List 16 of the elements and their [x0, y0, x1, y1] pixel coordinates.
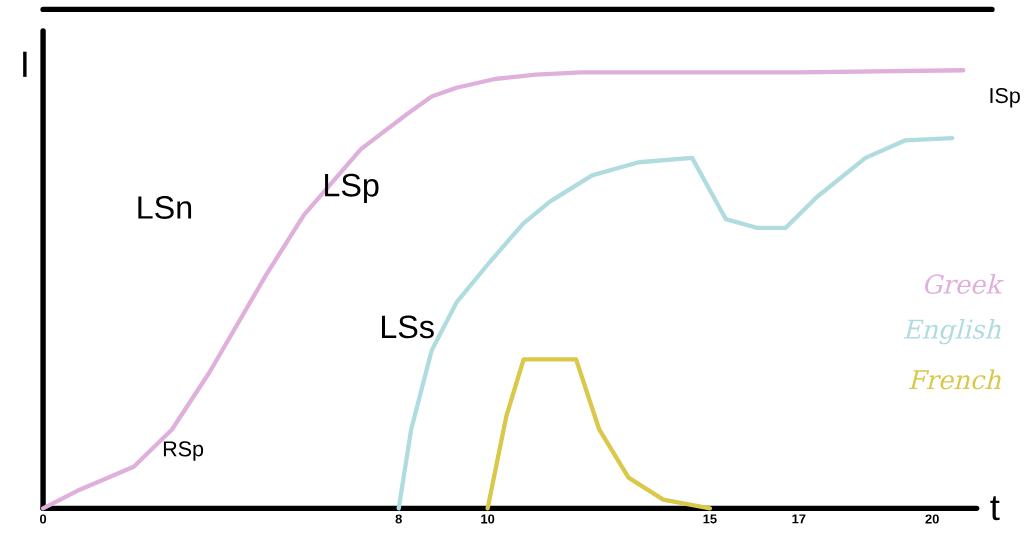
x-tick-label: 17	[792, 514, 806, 524]
y-axis-title: I	[23, 51, 27, 77]
text: French	[909, 369, 1001, 390]
text: Greek	[925, 273, 1004, 294]
annotation: LSs	[382, 315, 434, 339]
x-tick-label: 20	[925, 514, 939, 524]
text: English	[903, 318, 1001, 345]
annotation: LSn	[138, 195, 192, 219]
annotation: LSp	[325, 173, 379, 203]
x-tick-label: 10	[481, 514, 495, 524]
text: ISp	[990, 87, 1020, 108]
x-axis-title: t	[990, 496, 1000, 521]
x-tick-label: 15	[703, 514, 717, 524]
x-tick-label: 8	[395, 514, 402, 524]
annotation: RSp	[163, 441, 204, 461]
x-tick-label: 0	[39, 514, 47, 524]
